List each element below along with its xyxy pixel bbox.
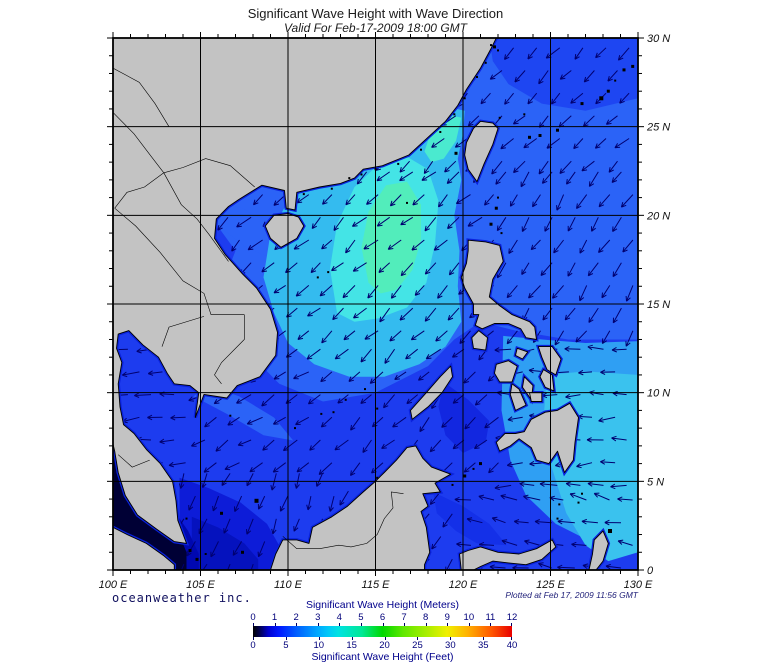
wave-height-map: 100 E 105 E 110 E 115 E 120 E 125 E 130 E 30 N 2…	[99, 32, 671, 591]
land-asia-mainland	[113, 38, 497, 544]
lat-tick-label: 25 N	[646, 122, 670, 134]
feet-tick-label: 30	[445, 640, 456, 651]
meters-tick-label: 8	[423, 612, 429, 623]
legend-feet-label: Significant Wave Height (Feet)	[311, 651, 454, 663]
land-sumatra	[113, 526, 175, 570]
feet-tick-label: 10	[313, 640, 325, 651]
meters-tick-label: 7	[401, 612, 407, 623]
meters-tick-label: 4	[336, 612, 342, 623]
feet-tick-label: 5	[283, 640, 289, 651]
lat-tick-label: 20 N	[646, 210, 670, 222]
feet-tick-label: 25	[412, 640, 423, 651]
lon-tick-label: 105 E	[186, 579, 215, 591]
graticule-grid	[113, 38, 638, 570]
legend-feet-tickmarks	[253, 637, 512, 640]
legend-meters-tickmarks	[253, 623, 512, 626]
land-borneo	[270, 445, 452, 570]
map-frame	[112, 37, 639, 571]
lon-tick-label: 115 E	[362, 579, 391, 591]
meters-tick-label: 9	[444, 612, 450, 623]
meters-tick-label: 5	[358, 612, 364, 623]
land-masbate	[515, 347, 529, 360]
land-luzon	[460, 239, 537, 340]
plotted-timestamp: Plotted at Feb 17, 2009 11:56 GMT	[505, 590, 638, 600]
sea-region-gulf-light	[193, 385, 294, 441]
sea-region-topright-darker	[489, 38, 638, 111]
meters-tick-label: 6	[379, 612, 386, 623]
meters-tick-label: 12	[506, 612, 518, 623]
colorbar	[253, 626, 512, 637]
country-borders	[113, 67, 404, 549]
land-panay	[494, 360, 518, 383]
lon-tick-label: 130 E	[624, 579, 653, 591]
meters-tick-label: 0	[250, 612, 256, 623]
meters-tick-label: 3	[315, 612, 321, 623]
meters-tick-label: 10	[463, 612, 475, 623]
chart-subtitle: Valid For Feb-17-2009 18:00 GMT	[284, 21, 467, 35]
chart-title: Significant Wave Height with Wave Direct…	[247, 6, 504, 21]
oceanweather-brand: oceanweather inc.	[112, 591, 252, 605]
lon-tick-label: 125 E	[536, 579, 565, 591]
land-mindanao	[495, 402, 579, 473]
feet-tick-label: 20	[379, 640, 390, 651]
lon-tick-label: 100 E	[99, 579, 128, 591]
sea-region-sulu-dark	[438, 382, 490, 453]
land-halmahera	[588, 530, 609, 570]
feet-tick-label: 35	[477, 640, 489, 651]
lat-tick-label: 15 N	[647, 299, 670, 311]
land-layer	[113, 38, 609, 570]
feet-tick-label: 40	[506, 640, 518, 651]
lat-tick-label: 5 N	[647, 476, 664, 488]
legend-meters-ticks: 0 1 2 3 4 5 6 7 8 9 10 11 12	[250, 612, 517, 623]
meters-tick-label: 1	[271, 612, 278, 623]
lat-tick-label: 30 N	[647, 33, 670, 45]
lon-tick-label: 110 E	[274, 579, 303, 591]
meters-tick-label: 2	[293, 612, 299, 623]
sea-region-karimata-darker	[191, 516, 259, 570]
land-hainan	[264, 213, 305, 248]
lat-tick-label: 0	[647, 565, 654, 577]
land-sulawesi	[459, 539, 557, 570]
land-mindoro	[471, 330, 488, 351]
land-bohol	[529, 392, 543, 402]
feet-tick-label: 0	[250, 640, 256, 651]
axis-labels: 100 E 105 E 110 E 115 E 120 E 125 E 130 E 30 N 2…	[99, 33, 671, 591]
feet-tick-label: 15	[346, 640, 357, 651]
meters-tick-label: 11	[485, 612, 496, 623]
legend-feet-ticks: 0 5 10 15 20 25 30 35 40	[250, 640, 517, 651]
lat-tick-label: 10 N	[647, 388, 670, 400]
lon-tick-label: 120 E	[449, 579, 478, 591]
land-samar	[537, 346, 562, 376]
legend-meters-label: Significant Wave Height (Meters)	[305, 599, 460, 611]
sea-region-scs-green-core	[361, 181, 421, 294]
